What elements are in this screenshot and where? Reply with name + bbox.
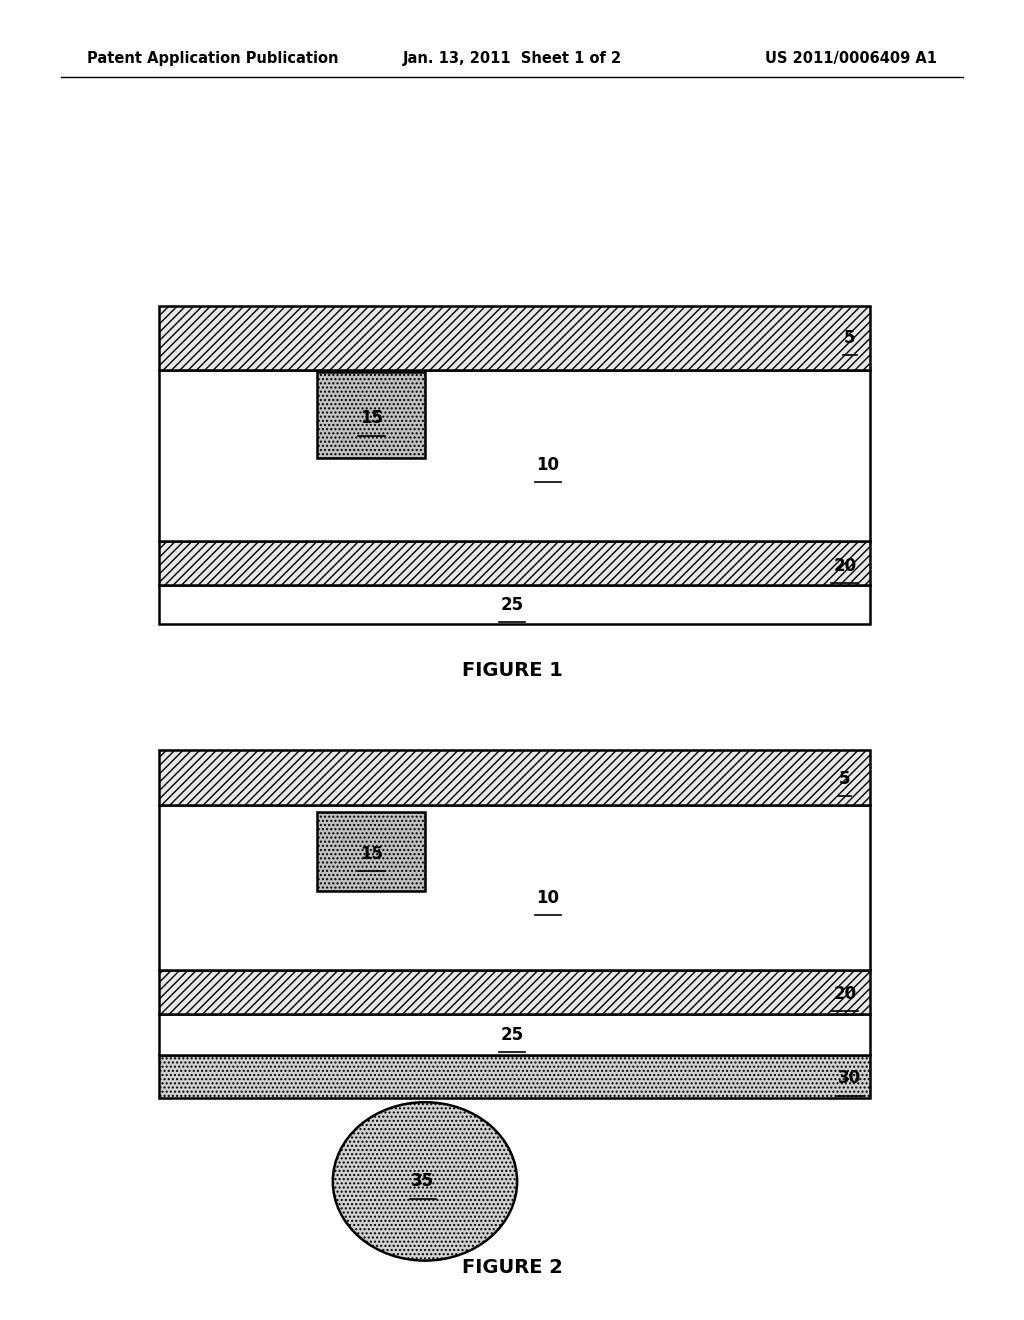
Text: 10: 10 — [537, 455, 559, 474]
Text: Jan. 13, 2011  Sheet 1 of 2: Jan. 13, 2011 Sheet 1 of 2 — [402, 50, 622, 66]
Text: US 2011/0006409 A1: US 2011/0006409 A1 — [765, 50, 937, 66]
Text: Patent Application Publication: Patent Application Publication — [87, 50, 339, 66]
Text: FIGURE 1: FIGURE 1 — [462, 661, 562, 680]
Text: 15: 15 — [360, 845, 383, 863]
Text: 20: 20 — [834, 985, 856, 1003]
Text: 5: 5 — [839, 770, 851, 788]
Text: 15: 15 — [360, 409, 383, 428]
Text: FIGURE 2: FIGURE 2 — [462, 1258, 562, 1276]
Text: 25: 25 — [501, 595, 523, 614]
Bar — [159, 585, 870, 624]
Ellipse shape — [333, 1102, 517, 1261]
Text: 5: 5 — [844, 329, 856, 347]
Text: 25: 25 — [501, 1026, 523, 1044]
Bar — [159, 970, 870, 1014]
Bar — [317, 812, 425, 891]
Bar — [159, 1014, 870, 1055]
Text: 20: 20 — [834, 557, 856, 576]
Bar — [159, 805, 870, 970]
Text: 35: 35 — [412, 1172, 434, 1191]
Bar — [159, 370, 870, 541]
Bar — [159, 1055, 870, 1098]
Bar — [317, 372, 425, 458]
Text: 30: 30 — [839, 1069, 861, 1088]
Bar — [159, 750, 870, 805]
Bar — [159, 541, 870, 585]
Bar — [159, 306, 870, 370]
Text: 10: 10 — [537, 888, 559, 907]
